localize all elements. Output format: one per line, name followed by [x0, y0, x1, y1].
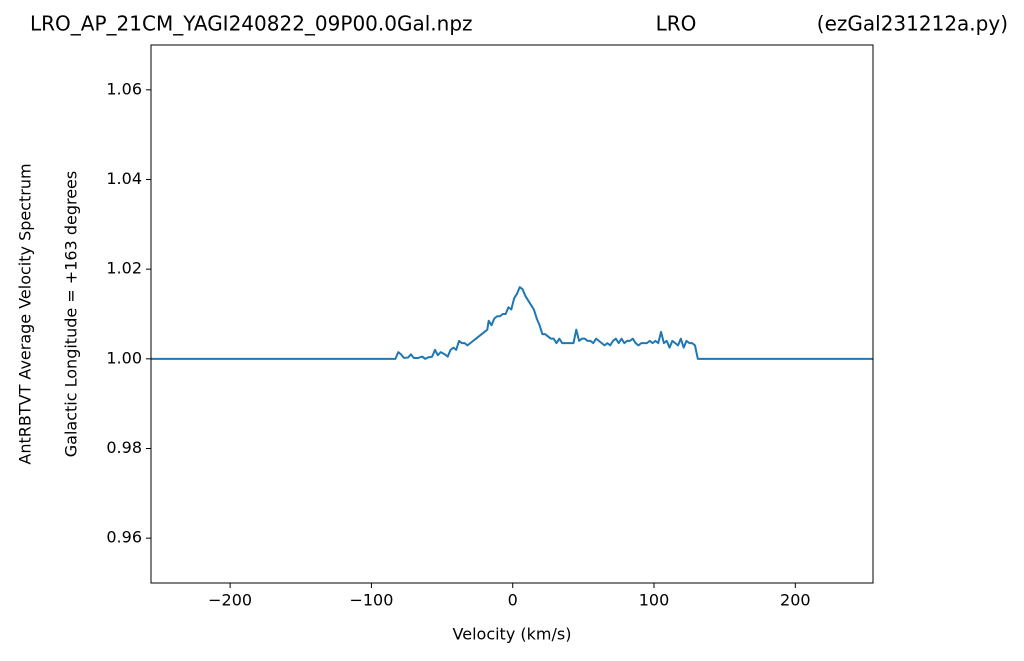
y-tick-label: 0.98: [106, 438, 142, 457]
data-line: [151, 286, 873, 360]
x-axis-label: Velocity (km/s): [453, 625, 572, 644]
y-axis-label: AntRBTVT Average Velocity Spectrum: [16, 163, 35, 464]
y-axis-label: Galactic Longitude = +163 degrees: [62, 171, 81, 457]
y-tick-label: 1.06: [106, 79, 142, 98]
x-tick-label: −100: [349, 591, 393, 610]
x-tick-label: 200: [780, 591, 811, 610]
y-tick-label: 1.02: [106, 259, 142, 278]
x-tick-label: 0: [508, 591, 518, 610]
y-tick-label: 1.00: [106, 348, 142, 367]
chart-title: LRO: [656, 12, 697, 36]
y-tick-label: 0.96: [106, 528, 142, 547]
y-tick-label: 1.04: [106, 169, 142, 188]
x-tick-label: 100: [639, 591, 670, 610]
chart-title: LRO_AP_21CM_YAGI240822_09P00.0Gal.npz: [30, 12, 473, 36]
chart-title: (ezGal231212a.py): [817, 12, 1008, 36]
plot-frame: [150, 44, 874, 584]
x-tick-label: −200: [208, 591, 252, 610]
